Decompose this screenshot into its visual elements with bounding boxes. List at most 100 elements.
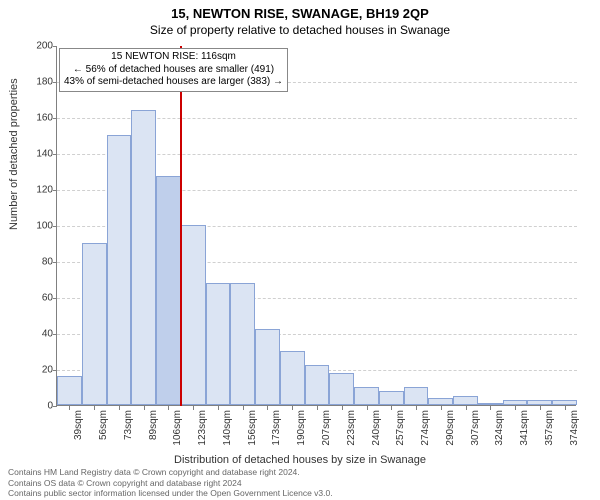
annotation-line-1: 15 NEWTON RISE: 116sqm xyxy=(64,51,283,64)
y-tick-label: 0 xyxy=(29,401,53,412)
x-tick-mark xyxy=(342,406,343,410)
x-tick-mark xyxy=(144,406,145,410)
x-tick-label: 341sqm xyxy=(519,410,530,446)
x-tick-label: 140sqm xyxy=(222,410,233,446)
x-tick-mark xyxy=(292,406,293,410)
x-tick-mark xyxy=(367,406,368,410)
x-tick-label: 207sqm xyxy=(321,410,332,446)
histogram-bar xyxy=(206,283,231,405)
footer-attribution: Contains HM Land Registry data © Crown c… xyxy=(8,467,333,498)
x-tick-label: 324sqm xyxy=(494,410,505,446)
annotation-line-2: ← 56% of detached houses are smaller (49… xyxy=(64,64,283,77)
x-tick-mark xyxy=(441,406,442,410)
histogram-bar xyxy=(57,376,82,405)
x-tick-mark xyxy=(466,406,467,410)
x-tick-label: 374sqm xyxy=(569,410,580,446)
histogram-bar xyxy=(527,400,552,405)
x-tick-label: 89sqm xyxy=(148,410,159,440)
footer-line-3: Contains public sector information licen… xyxy=(8,488,333,498)
y-tick-mark xyxy=(53,226,57,227)
x-tick-label: 123sqm xyxy=(197,410,208,446)
histogram-bar xyxy=(107,135,132,405)
y-tick-mark xyxy=(53,82,57,83)
x-tick-mark xyxy=(416,406,417,410)
histogram-bar xyxy=(478,403,503,405)
x-tick-label: 357sqm xyxy=(544,410,555,446)
y-tick-mark xyxy=(53,262,57,263)
x-tick-mark xyxy=(119,406,120,410)
x-tick-mark xyxy=(69,406,70,410)
y-tick-label: 40 xyxy=(29,329,53,340)
histogram-bar xyxy=(82,243,107,405)
histogram-bar xyxy=(305,365,330,405)
x-tick-label: 223sqm xyxy=(346,410,357,446)
plot-area: 02040608010012014016018020039sqm56sqm73s… xyxy=(56,46,576,406)
y-tick-label: 200 xyxy=(29,41,53,52)
y-tick-label: 160 xyxy=(29,113,53,124)
histogram-bar xyxy=(428,398,453,405)
x-tick-mark xyxy=(490,406,491,410)
page-title: 15, NEWTON RISE, SWANAGE, BH19 2QP xyxy=(0,0,600,21)
x-tick-mark xyxy=(243,406,244,410)
x-tick-mark xyxy=(193,406,194,410)
y-tick-mark xyxy=(53,334,57,335)
y-tick-label: 100 xyxy=(29,221,53,232)
x-tick-label: 106sqm xyxy=(172,410,183,446)
histogram-chart: 02040608010012014016018020039sqm56sqm73s… xyxy=(56,46,576,406)
histogram-bar xyxy=(230,283,255,405)
y-tick-label: 20 xyxy=(29,365,53,376)
x-tick-mark xyxy=(94,406,95,410)
y-axis-label: Number of detached properties xyxy=(8,78,20,230)
y-tick-mark xyxy=(53,118,57,119)
x-tick-mark xyxy=(218,406,219,410)
annotation-line-3: 43% of semi-detached houses are larger (… xyxy=(64,76,283,89)
y-tick-label: 140 xyxy=(29,149,53,160)
histogram-bar xyxy=(404,387,429,405)
annotation-box: 15 NEWTON RISE: 116sqm ← 56% of detached… xyxy=(59,48,288,92)
histogram-bar xyxy=(329,373,354,405)
x-tick-mark xyxy=(317,406,318,410)
y-tick-label: 180 xyxy=(29,77,53,88)
x-tick-label: 274sqm xyxy=(420,410,431,446)
x-tick-label: 240sqm xyxy=(371,410,382,446)
histogram-bar xyxy=(280,351,305,405)
x-tick-mark xyxy=(515,406,516,410)
histogram-bar xyxy=(453,396,478,405)
y-tick-mark xyxy=(53,370,57,371)
x-tick-label: 39sqm xyxy=(73,410,84,440)
x-tick-mark xyxy=(168,406,169,410)
footer-line-2: Contains OS data © Crown copyright and d… xyxy=(8,478,333,488)
histogram-bar xyxy=(181,225,206,405)
y-tick-label: 120 xyxy=(29,185,53,196)
y-tick-label: 60 xyxy=(29,293,53,304)
x-tick-mark xyxy=(540,406,541,410)
histogram-bar xyxy=(156,176,181,405)
marker-line xyxy=(180,46,182,406)
y-tick-mark xyxy=(53,406,57,407)
y-tick-label: 80 xyxy=(29,257,53,268)
x-tick-mark xyxy=(391,406,392,410)
x-axis-label: Distribution of detached houses by size … xyxy=(0,454,600,466)
x-tick-mark xyxy=(565,406,566,410)
x-tick-label: 156sqm xyxy=(247,410,258,446)
footer-line-1: Contains HM Land Registry data © Crown c… xyxy=(8,467,333,477)
histogram-bar xyxy=(255,329,280,405)
histogram-bar xyxy=(354,387,379,405)
histogram-bar xyxy=(503,400,528,405)
x-tick-label: 307sqm xyxy=(470,410,481,446)
x-tick-label: 173sqm xyxy=(271,410,282,446)
x-tick-label: 56sqm xyxy=(98,410,109,440)
page-subtitle: Size of property relative to detached ho… xyxy=(0,21,600,37)
x-tick-label: 73sqm xyxy=(123,410,134,440)
x-tick-mark xyxy=(267,406,268,410)
x-tick-label: 290sqm xyxy=(445,410,456,446)
y-tick-mark xyxy=(53,298,57,299)
y-tick-mark xyxy=(53,190,57,191)
y-tick-mark xyxy=(53,154,57,155)
x-tick-label: 190sqm xyxy=(296,410,307,446)
histogram-bar xyxy=(379,391,404,405)
histogram-bar xyxy=(552,400,577,405)
x-tick-label: 257sqm xyxy=(395,410,406,446)
y-tick-mark xyxy=(53,46,57,47)
histogram-bar xyxy=(131,110,156,405)
